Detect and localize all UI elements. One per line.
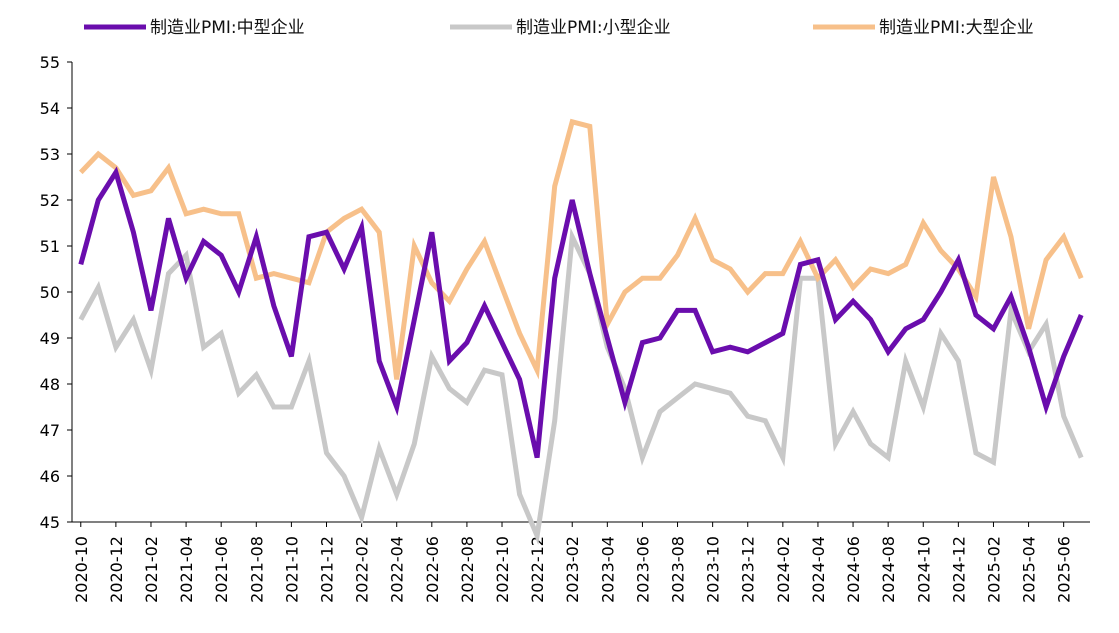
x-tick-label: 2020-12 bbox=[107, 536, 126, 603]
x-tick-label: 2022-10 bbox=[493, 536, 512, 603]
series-line-1 bbox=[78, 227, 1084, 545]
x-tick-label: 2024-02 bbox=[774, 536, 793, 603]
y-tick-label: 51 bbox=[40, 237, 60, 256]
x-tick-label: 2022-04 bbox=[388, 536, 407, 603]
x-tick-label: 2021-08 bbox=[247, 536, 266, 603]
x-tick-label: 2023-04 bbox=[598, 536, 617, 603]
x-tick-label: 2023-08 bbox=[669, 536, 688, 603]
x-tick-label: 2024-12 bbox=[949, 536, 968, 603]
y-tick-label: 49 bbox=[40, 329, 60, 348]
y-tick-label: 52 bbox=[40, 191, 60, 210]
x-tick-label: 2021-10 bbox=[282, 536, 301, 603]
x-tick-label: 2021-04 bbox=[177, 536, 196, 603]
y-tick-label: 48 bbox=[40, 375, 60, 394]
x-tick-label: 2025-06 bbox=[1055, 536, 1074, 603]
x-tick-label: 2025-04 bbox=[1020, 536, 1039, 603]
x-tick-label: 2022-06 bbox=[423, 536, 442, 603]
x-tick-label: 2020-10 bbox=[72, 536, 91, 603]
y-tick-label: 55 bbox=[40, 53, 60, 72]
x-tick-label: 2023-02 bbox=[563, 536, 582, 603]
x-tick-label: 2023-06 bbox=[633, 536, 652, 603]
x-tick-label: 2023-10 bbox=[704, 536, 723, 603]
x-tick-label: 2024-08 bbox=[879, 536, 898, 603]
y-tick-label: 50 bbox=[40, 283, 60, 302]
y-tick-label: 47 bbox=[40, 421, 60, 440]
x-tick-label: 2024-04 bbox=[809, 536, 828, 603]
x-tick-label: 2021-02 bbox=[142, 536, 161, 603]
series-line-2 bbox=[78, 118, 1084, 380]
x-tick-label: 2024-06 bbox=[844, 536, 863, 603]
legend-label-2: 制造业PMI:大型企业 bbox=[879, 18, 1034, 38]
x-axis: 2020-10 2020-12 2021-02 2021-04 2021-06 2021-… bbox=[72, 521, 1090, 603]
x-tick-label: 2023-12 bbox=[739, 536, 758, 603]
legend-label-1: 制造业PMI:小型企业 bbox=[516, 18, 671, 38]
x-tick-label: 2022-02 bbox=[353, 536, 372, 603]
series-layer bbox=[78, 118, 1084, 545]
y-tick-label: 46 bbox=[40, 467, 60, 486]
x-tick-label: 2022-08 bbox=[458, 536, 477, 603]
series-line-0 bbox=[78, 166, 1084, 459]
x-tick-label: 2021-06 bbox=[212, 536, 231, 603]
x-tick-label: 2021-12 bbox=[318, 536, 337, 603]
legend-label-0: 制造业PMI:中型企业 bbox=[150, 18, 305, 38]
legend: 制造业PMI:中型企业 制造业PMI:小型企业 制造业PMI:大型企业 bbox=[84, 18, 1034, 38]
x-tick-label: 2024-10 bbox=[914, 536, 933, 603]
y-tick-label: 53 bbox=[40, 145, 60, 164]
y-tick-label: 54 bbox=[40, 99, 60, 118]
x-tick-label: 2025-02 bbox=[984, 536, 1003, 603]
y-tick-label: 45 bbox=[40, 513, 60, 532]
x-tick-label: 2022-12 bbox=[528, 536, 547, 603]
y-axis: 45 46 47 48 49 50 51 52 53 54 55 bbox=[40, 53, 73, 532]
